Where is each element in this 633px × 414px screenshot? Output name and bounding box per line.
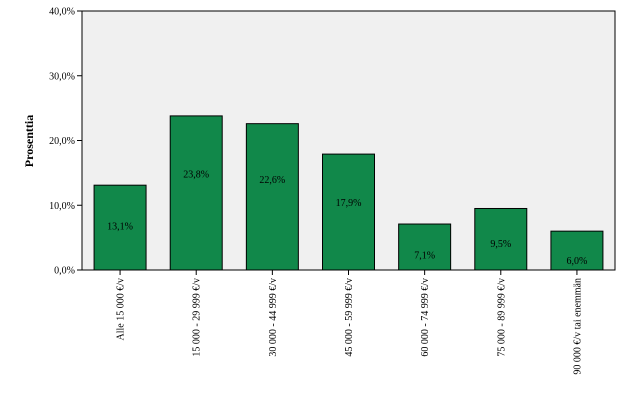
x-category-label: 15 000 - 29 999 €/v (192, 278, 203, 357)
x-category-label: 30 000 - 44 999 €/v (268, 278, 279, 357)
y-tick-label: 0,0% (54, 266, 75, 277)
x-category-label: 90 000 €/v tai enemmän (572, 278, 583, 375)
bar-value-label: 9,5% (490, 239, 511, 250)
y-axis: 0,0% 10,0% 20,0% 30,0% 40,0% (49, 7, 82, 277)
x-category-label: 60 000 - 74 999 €/v (420, 278, 431, 357)
bar-value-label: 13,1% (107, 221, 133, 232)
bar-value-label: 7,1% (414, 251, 435, 262)
x-category-label: 75 000 - 89 999 €/v (496, 278, 507, 357)
bar (169, 115, 223, 271)
y-tick-label: 30,0% (49, 71, 75, 82)
bar-value-label: 23,8% (183, 169, 209, 180)
x-category-label: 45 000 - 59 999 €/v (344, 278, 355, 357)
bar (474, 207, 528, 271)
y-axis-label: Prosenttia (22, 115, 36, 167)
bar (550, 230, 604, 271)
y-tick-label: 20,0% (49, 136, 75, 147)
bar (398, 223, 452, 271)
bar-value-label: 6,0% (567, 256, 588, 267)
bar-value-label: 22,6% (259, 175, 285, 186)
y-tick-label: 10,0% (49, 201, 75, 212)
bar-value-label: 17,9% (336, 198, 362, 209)
x-axis: Alle 15 000 €/v 15 000 - 29 999 €/v 30 000… (116, 270, 583, 375)
bar (322, 153, 375, 271)
bar (245, 123, 299, 271)
y-tick-label: 40,0% (49, 7, 75, 18)
x-category-label: Alle 15 000 €/v (116, 278, 127, 341)
